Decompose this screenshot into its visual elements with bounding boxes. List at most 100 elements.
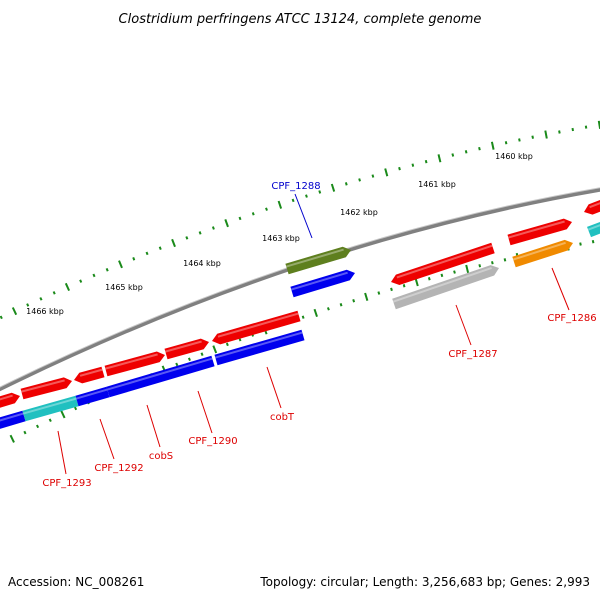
gene-cobs-body xyxy=(106,355,215,398)
leader-line-cpf-1286 xyxy=(551,267,570,311)
gene-outer-7 xyxy=(507,218,572,246)
gene-outer-2-body xyxy=(74,366,105,384)
inner-scale-tick xyxy=(478,264,482,268)
gene-cobt-highlight xyxy=(215,331,303,359)
outer-scale-tick xyxy=(384,168,389,177)
gene-outer-6 xyxy=(391,242,495,285)
outer-scale-tick xyxy=(544,130,548,139)
scale-label-1464: 1464 kbp xyxy=(183,259,221,268)
inner-scale-tick xyxy=(200,352,204,356)
inner-scale-tick xyxy=(390,287,393,292)
outer-scale-tick xyxy=(105,268,109,272)
gene-cpf-1292-highlight xyxy=(76,388,108,400)
gene-cpf-1288-inner-body xyxy=(290,269,355,298)
outer-scale-tick xyxy=(39,297,43,301)
gene-labels: CPF_1288 CPF_1286 CPF_1287 cobT CPF_1290… xyxy=(42,181,596,489)
gene-cpf-1286-highlight xyxy=(512,241,566,261)
outer-scale-tick xyxy=(11,307,18,316)
gene-inner-0-highlight xyxy=(0,412,24,422)
scale-labels: 1460 kbp 1461 kbp 1462 kbp 1463 kbp 1464… xyxy=(26,152,533,316)
gene-cpf-1286-body xyxy=(512,239,573,268)
outer-scale-tick xyxy=(224,219,229,228)
outer-scale-tick xyxy=(26,303,30,307)
inner-scale-tick xyxy=(313,308,318,318)
gene-label-cpf-1292: CPF_1292 xyxy=(94,463,143,474)
outer-scale-tick xyxy=(171,238,176,248)
leader-line-cpf-1287 xyxy=(455,304,472,346)
outer-scale-tick xyxy=(305,194,308,198)
gene-label-cobs: cobS xyxy=(149,451,173,462)
inner-scale-tick xyxy=(225,342,229,347)
outer-scale-tick xyxy=(558,130,561,134)
gene-inner-far xyxy=(587,221,600,238)
outer-scale-tick xyxy=(52,291,56,295)
gene-cobt xyxy=(214,329,305,366)
scale-label-1461: 1461 kbp xyxy=(418,180,456,189)
inner-scale-tick xyxy=(440,273,444,278)
outer-scale-tick xyxy=(145,251,149,256)
genome-summary: Topology: circular; Length: 3,256,683 bp… xyxy=(259,575,590,589)
gene-cobt-body xyxy=(214,329,305,366)
leader-line-cobt xyxy=(266,366,282,409)
gene-inner-0-body xyxy=(0,410,26,429)
gene-outer-1-body xyxy=(20,377,73,400)
gene-label-cpf-1290: CPF_1290 xyxy=(188,436,237,447)
gene-outer-7-body xyxy=(507,218,572,246)
inner-scale-tick xyxy=(591,240,595,244)
gene-outer-4-body xyxy=(164,338,209,360)
leader-line-cpf-1292 xyxy=(99,418,115,460)
gene-cpf-1293-highlight xyxy=(23,397,77,415)
gene-outer-8 xyxy=(584,199,600,215)
outer-scale-tick xyxy=(424,159,428,164)
outer-scale-tick xyxy=(198,231,202,235)
outer-scale-tick xyxy=(451,153,455,157)
gene-cpf-1288-highlight xyxy=(286,248,344,268)
gene-outer-4-highlight xyxy=(165,340,202,353)
inner-scale-tick xyxy=(339,303,343,307)
outer-scale-tick xyxy=(118,260,123,269)
gene-label-cobt: cobT xyxy=(270,412,295,423)
gene-label-cpf-1293: CPF_1293 xyxy=(42,478,91,489)
inner-scale-tick xyxy=(9,434,15,443)
outer-scale-tick xyxy=(490,141,495,150)
outer-scale-tick xyxy=(518,138,521,142)
inner-scale-tick xyxy=(377,291,381,295)
gene-leader-lines xyxy=(57,193,570,475)
outer-scale-tick xyxy=(265,207,268,211)
gene-outer-2-highlight xyxy=(79,368,103,377)
inner-scale-tick xyxy=(503,258,507,262)
inner-scale-tick xyxy=(465,264,470,274)
gene-outer-0-highlight xyxy=(0,394,13,401)
gene-cpf-1293-body xyxy=(22,395,79,422)
outer-scale-tick xyxy=(251,212,255,216)
inner-scale-tick xyxy=(453,270,456,274)
outer-scale-tick xyxy=(344,182,348,186)
scale-label-1465: 1465 kbp xyxy=(105,283,143,292)
gene-outer-1 xyxy=(20,377,73,400)
outer-scale-tick xyxy=(371,174,375,178)
inner-scale-tick xyxy=(35,424,40,429)
outer-scale-tick xyxy=(185,236,189,240)
gene-cpf-1287-body xyxy=(392,265,499,310)
gene-label-cpf-1287: CPF_1287 xyxy=(448,349,497,360)
gene-cpf-1288-body xyxy=(285,246,351,275)
scale-label-1466: 1466 kbp xyxy=(26,307,64,316)
leader-line-cobs xyxy=(146,404,161,448)
gene-outer-8-body xyxy=(584,199,600,215)
gene-cpf-1293 xyxy=(22,395,79,422)
outer-scale-tick xyxy=(92,273,96,278)
gene-outer-6-body xyxy=(391,242,495,285)
inner-scale-tick xyxy=(352,299,356,303)
gene-outer-4 xyxy=(164,338,209,360)
outer-scale-tick xyxy=(211,226,215,230)
gene-outer-6-highlight xyxy=(396,244,493,279)
gene-outer-2 xyxy=(74,366,105,384)
outer-scale-tick xyxy=(238,216,242,221)
scale-label-1460: 1460 kbp xyxy=(495,152,533,161)
gene-label-cpf-1288: CPF_1288 xyxy=(271,181,320,192)
gene-outer-5 xyxy=(212,310,301,345)
gene-cobs xyxy=(106,355,215,398)
gene-cpf-1287 xyxy=(392,265,499,310)
outer-scale-tick xyxy=(411,163,415,167)
outer-scale-ticks xyxy=(0,120,600,320)
